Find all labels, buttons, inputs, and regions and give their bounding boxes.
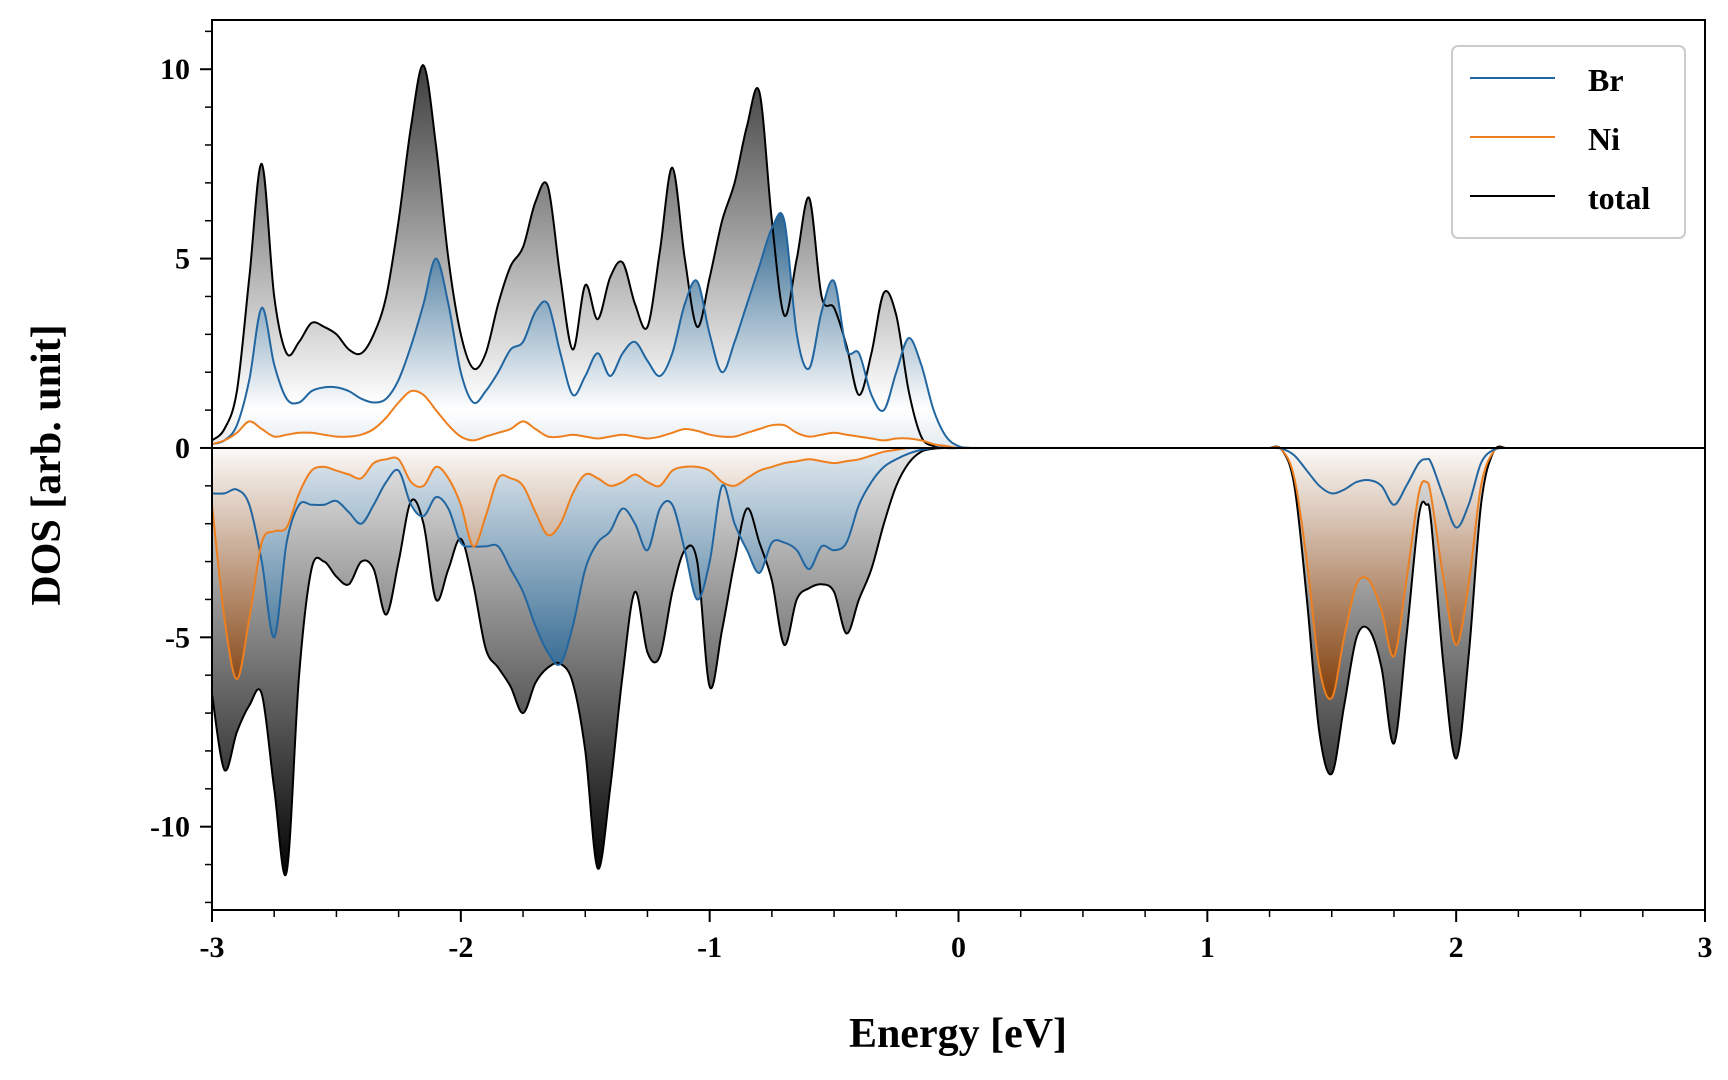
line-cb-total: [1269, 445, 1507, 776]
x-axis: -3 -2 -1 0 1 2 3: [200, 910, 1713, 964]
legend-label-br: Br: [1588, 62, 1624, 98]
area-ni-down: [212, 447, 1705, 679]
y-axis-label: DOS [arb. unit]: [24, 324, 70, 605]
x-tick-label: -3: [200, 931, 225, 964]
legend-label-total: total: [1588, 180, 1650, 216]
x-tick-label: 3: [1698, 931, 1713, 964]
line-cb-ni: [1269, 446, 1507, 700]
area-br-up: [212, 213, 1494, 449]
y-tick-label: 5: [175, 243, 190, 276]
series-lines: [211, 64, 1705, 877]
y-axis: -10 -5 0 5 10: [150, 30, 212, 904]
area-ni-up: [212, 390, 1705, 449]
y-tick-label: -5: [165, 621, 190, 654]
y-tick-label: 0: [175, 432, 190, 465]
legend: Br Ni total: [1451, 45, 1686, 239]
area-total-up: [212, 65, 1705, 449]
x-tick-label: -2: [448, 931, 473, 964]
x-tick-label: -1: [697, 931, 722, 964]
x-axis-label: Energy [eV]: [849, 1011, 1067, 1057]
legend-label-ni: Ni: [1588, 121, 1620, 157]
x-tick-label: 2: [1449, 931, 1464, 964]
y-tick-label: 10: [160, 53, 190, 86]
area-br-down: [212, 447, 1705, 665]
area-cb-ni: [1269, 447, 1506, 700]
x-tick-label: 1: [1200, 931, 1215, 964]
line-cb-br: [1269, 446, 1507, 529]
legend-box: [1451, 45, 1686, 239]
y-tick-label: -10: [150, 811, 190, 844]
series-fills: [212, 65, 1705, 876]
x-tick-label: 0: [951, 931, 966, 964]
